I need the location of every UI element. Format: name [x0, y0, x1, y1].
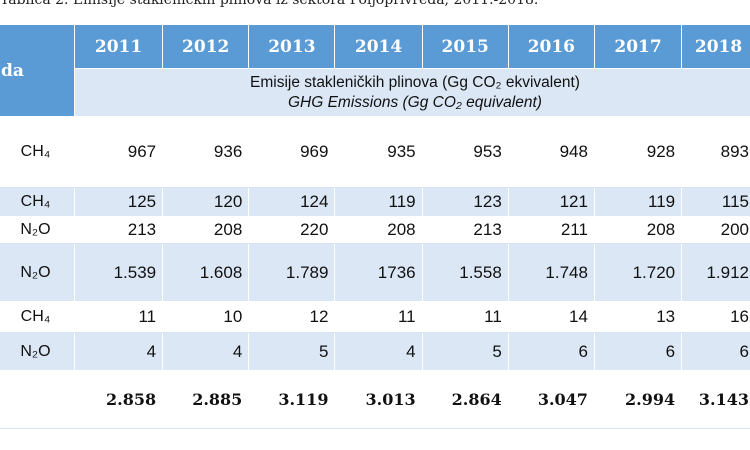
gas-label: N₂O — [0, 216, 75, 244]
total-cell: 3.119 — [248, 370, 336, 429]
value-cell: 4 — [73, 332, 164, 371]
year-header-row: da 2011 2012 2013 2014 2015 2016 2017 20… — [0, 24, 750, 117]
value-cell: 1.720 — [593, 243, 683, 302]
units-subtitle-en: GHG Emissions (Gg CO₂ equivalent) — [287, 93, 542, 111]
value-cell: 6 — [507, 332, 595, 371]
value-cell: 4 — [162, 332, 250, 371]
value-cell: 928 — [593, 116, 683, 188]
value-cell: 13 — [593, 301, 683, 333]
total-label — [0, 370, 75, 429]
total-cell: 3.143 — [681, 370, 750, 429]
year-header: 2012 — [162, 24, 250, 69]
value-cell: 948 — [507, 116, 595, 188]
value-cell: 208 — [334, 216, 423, 244]
total-cell: 2.885 — [162, 370, 250, 429]
units-subtitle-hr: Emisije stakleničkih plinova (Gg CO₂ ekv… — [250, 73, 580, 91]
header-first-col: da — [0, 24, 75, 117]
value-cell: 10 — [162, 301, 250, 333]
value-cell: 4 — [334, 332, 423, 371]
value-cell: 1.912 — [681, 243, 750, 302]
units-header: Emisije stakleničkih plinova (Gg CO₂ ekv… — [73, 68, 750, 117]
value-cell: 200 — [681, 216, 750, 244]
units-header-row: Emisije stakleničkih plinova (Gg CO₂ ekv… — [0, 68, 750, 117]
value-cell: 1.539 — [73, 243, 164, 302]
table-row: CH₄ 967 936 969 935 953 948 928 893 — [0, 116, 750, 188]
year-header: 2018 — [681, 24, 750, 69]
value-cell: 11 — [421, 301, 509, 333]
value-cell: 1.558 — [421, 243, 509, 302]
year-header: 2015 — [421, 24, 509, 69]
value-cell: 120 — [162, 187, 250, 217]
table-row: N₂O 213 208 220 208 213 211 208 200 — [0, 216, 750, 244]
value-cell: 1.608 — [162, 243, 250, 302]
table-row: CH₄ 11 10 12 11 11 14 13 16 — [0, 301, 750, 333]
year-header: 2013 — [248, 24, 336, 69]
value-cell: 935 — [334, 116, 423, 188]
total-cell: 3.047 — [507, 370, 595, 429]
value-cell: 1.748 — [507, 243, 595, 302]
value-cell: 115 — [681, 187, 750, 217]
year-header: 2016 — [507, 24, 595, 69]
value-cell: 119 — [334, 187, 423, 217]
value-cell: 936 — [162, 116, 250, 188]
value-cell: 11 — [334, 301, 423, 333]
value-cell: 14 — [507, 301, 595, 333]
value-cell: 6 — [681, 332, 750, 371]
year-header: 2017 — [593, 24, 683, 69]
value-cell: 213 — [73, 216, 164, 244]
table-row: CH₄ 125 120 124 119 123 121 119 115 — [0, 187, 750, 217]
total-cell: 3.013 — [334, 370, 423, 429]
value-cell: 5 — [421, 332, 509, 371]
table-caption: Tablica 2. Emisije stakleničkih plinova … — [0, 0, 539, 8]
value-cell: 208 — [593, 216, 683, 244]
value-cell: 124 — [248, 187, 336, 217]
total-cell: 2.858 — [73, 370, 164, 429]
value-cell: 11 — [73, 301, 164, 333]
value-cell: 967 — [73, 116, 164, 188]
value-cell: 125 — [73, 187, 164, 217]
total-cell: 2.864 — [421, 370, 509, 429]
total-row: 2.858 2.885 3.119 3.013 2.864 3.047 2.99… — [0, 370, 750, 429]
value-cell: 220 — [248, 216, 336, 244]
value-cell: 6 — [593, 332, 683, 371]
year-header: 2014 — [334, 24, 423, 69]
value-cell: 16 — [681, 301, 750, 333]
gas-label: CH₄ — [0, 116, 75, 188]
total-cell: 2.994 — [593, 370, 683, 429]
table-row: N₂O 1.539 1.608 1.789 1736 1.558 1.748 1… — [0, 243, 750, 302]
value-cell: 5 — [248, 332, 336, 371]
value-cell: 1.789 — [248, 243, 336, 302]
year-header: 2011 — [73, 24, 164, 69]
gas-label: CH₄ — [0, 301, 75, 333]
gas-label: N₂O — [0, 243, 75, 302]
value-cell: 211 — [507, 216, 595, 244]
value-cell: 969 — [248, 116, 336, 188]
gas-label: CH₄ — [0, 187, 75, 217]
value-cell: 123 — [421, 187, 509, 217]
value-cell: 12 — [248, 301, 336, 333]
value-cell: 213 — [421, 216, 509, 244]
gas-label: N₂O — [0, 332, 75, 371]
value-cell: 208 — [162, 216, 250, 244]
table-row: N₂O 4 4 5 4 5 6 6 6 — [0, 332, 750, 371]
value-cell: 953 — [421, 116, 509, 188]
emissions-table: da 2011 2012 2013 2014 2015 2016 2017 20… — [0, 24, 750, 429]
value-cell: 119 — [593, 187, 683, 217]
value-cell: 121 — [507, 187, 595, 217]
value-cell: 893 — [681, 116, 750, 188]
value-cell: 1736 — [334, 243, 423, 302]
